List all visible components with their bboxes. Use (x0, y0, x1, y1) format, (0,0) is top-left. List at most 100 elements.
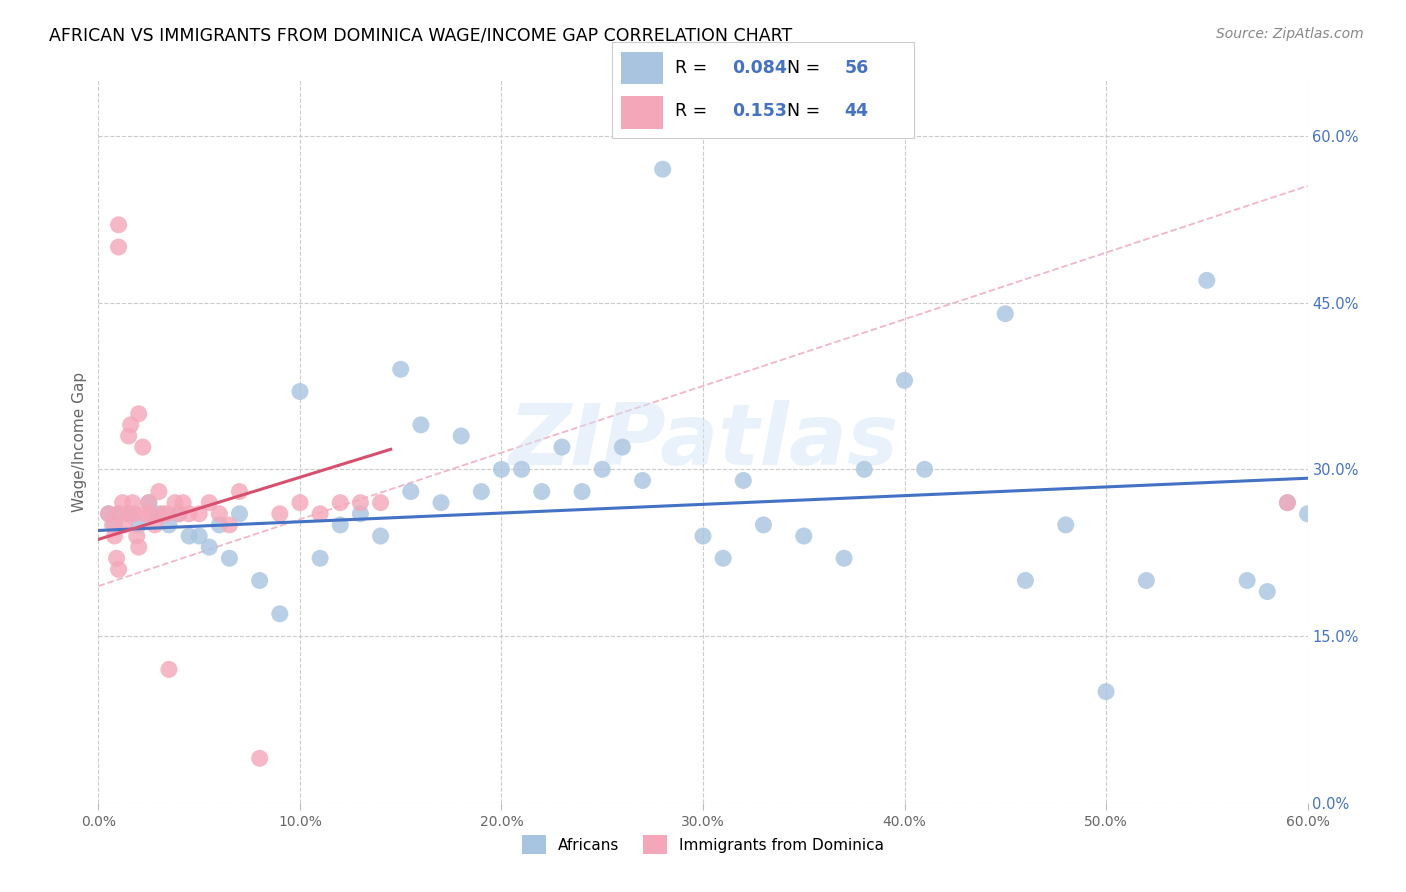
Point (1054, 517, 1077, 532)
Point (179, 529, 201, 543)
Point (107, 507, 129, 521)
Point (198, 496, 221, 510)
Point (832, 551, 855, 566)
Point (157, 517, 180, 532)
Point (118, 507, 141, 521)
Point (103, 517, 125, 532)
Point (101, 517, 124, 532)
Point (711, 551, 734, 566)
Bar (620, 52, 664, 85)
Point (157, 662, 180, 676)
Point (148, 507, 170, 521)
Legend: Africans, Immigrants from Dominica: Africans, Immigrants from Dominica (516, 830, 890, 860)
Text: 44: 44 (845, 103, 869, 120)
Point (269, 507, 291, 521)
Point (134, 507, 156, 521)
Point (309, 551, 332, 566)
Point (97, 507, 120, 521)
Point (370, 496, 392, 510)
Text: R =: R = (675, 103, 718, 120)
Point (111, 496, 134, 510)
Point (179, 507, 201, 521)
Text: 0.084: 0.084 (733, 59, 787, 77)
Point (148, 484, 170, 499)
Point (1277, 496, 1299, 510)
Point (631, 474, 654, 488)
Point (118, 429, 141, 443)
Point (228, 484, 250, 499)
Text: ZIPatlas: ZIPatlas (508, 400, 898, 483)
Point (228, 507, 250, 521)
Point (138, 496, 160, 510)
Point (269, 607, 291, 621)
Point (125, 529, 148, 543)
Point (1277, 496, 1299, 510)
Point (114, 517, 136, 532)
Point (198, 540, 221, 554)
Point (107, 240, 129, 254)
Point (120, 417, 142, 432)
Point (118, 507, 141, 521)
Point (107, 562, 129, 576)
Point (530, 484, 553, 499)
Point (1236, 574, 1258, 588)
Point (288, 496, 311, 510)
Point (733, 474, 755, 488)
Point (288, 384, 311, 399)
Point (399, 484, 422, 499)
Point (139, 507, 162, 521)
Point (389, 362, 412, 376)
Point (309, 507, 332, 521)
Y-axis label: Wage/Income Gap: Wage/Income Gap (72, 371, 87, 512)
Point (853, 462, 876, 476)
FancyBboxPatch shape (612, 42, 914, 138)
Point (470, 484, 492, 499)
Point (188, 529, 211, 543)
Point (121, 496, 143, 510)
Point (329, 517, 352, 532)
Text: R =: R = (675, 59, 713, 77)
Point (1296, 507, 1319, 521)
Text: AFRICAN VS IMMIGRANTS FROM DOMINICA WAGE/INCOME GAP CORRELATION CHART: AFRICAN VS IMMIGRANTS FROM DOMINICA WAGE… (49, 27, 793, 45)
Point (172, 496, 194, 510)
Point (128, 540, 150, 554)
Point (128, 407, 150, 421)
Text: N =: N = (787, 59, 825, 77)
Point (692, 529, 714, 543)
Point (1135, 574, 1157, 588)
Point (349, 507, 371, 521)
Point (208, 517, 231, 532)
Point (491, 462, 513, 476)
Point (208, 507, 231, 521)
Point (510, 462, 533, 476)
Point (249, 751, 271, 765)
Point (1095, 684, 1118, 698)
Point (1195, 273, 1218, 287)
Point (571, 484, 593, 499)
Point (107, 218, 129, 232)
Point (249, 574, 271, 588)
Point (128, 517, 150, 532)
Point (752, 517, 775, 532)
Point (103, 529, 125, 543)
Point (430, 496, 453, 510)
Point (218, 517, 240, 532)
Point (551, 440, 574, 454)
Point (349, 496, 371, 510)
Point (156, 507, 179, 521)
Point (893, 373, 915, 387)
Bar (620, 95, 664, 128)
Point (124, 507, 146, 521)
Point (994, 307, 1017, 321)
Point (329, 496, 352, 510)
Point (1256, 584, 1278, 599)
Text: 56: 56 (845, 59, 869, 77)
Point (450, 429, 472, 443)
Point (138, 496, 160, 510)
Point (218, 551, 240, 566)
Point (793, 529, 815, 543)
Point (591, 462, 613, 476)
Point (612, 440, 634, 454)
Point (132, 440, 155, 454)
Point (107, 507, 129, 521)
